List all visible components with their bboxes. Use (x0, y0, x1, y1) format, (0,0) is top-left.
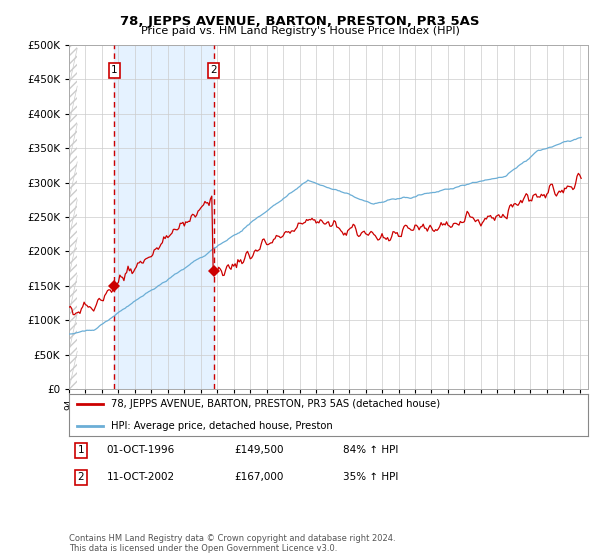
Text: 2: 2 (211, 66, 217, 75)
Text: 35% ↑ HPI: 35% ↑ HPI (343, 472, 398, 482)
Text: 78, JEPPS AVENUE, BARTON, PRESTON, PR3 5AS: 78, JEPPS AVENUE, BARTON, PRESTON, PR3 5… (120, 15, 480, 27)
Text: 2: 2 (77, 472, 85, 482)
Text: 1: 1 (77, 445, 85, 455)
Text: 11-OCT-2002: 11-OCT-2002 (107, 472, 175, 482)
Bar (115, 45, 214, 389)
Text: This data is licensed under the Open Government Licence v3.0.: This data is licensed under the Open Gov… (69, 544, 337, 553)
Text: Contains HM Land Registry data © Crown copyright and database right 2024.: Contains HM Land Registry data © Crown c… (69, 534, 395, 543)
Text: 78, JEPPS AVENUE, BARTON, PRESTON, PR3 5AS (detached house): 78, JEPPS AVENUE, BARTON, PRESTON, PR3 5… (110, 399, 440, 409)
Text: 84% ↑ HPI: 84% ↑ HPI (343, 445, 398, 455)
Text: £149,500: £149,500 (234, 445, 284, 455)
Text: HPI: Average price, detached house, Preston: HPI: Average price, detached house, Pres… (110, 422, 332, 431)
Text: 1: 1 (111, 66, 118, 75)
Text: 01-OCT-1996: 01-OCT-1996 (107, 445, 175, 455)
Text: £167,000: £167,000 (234, 472, 283, 482)
Text: Price paid vs. HM Land Registry's House Price Index (HPI): Price paid vs. HM Land Registry's House … (140, 26, 460, 36)
